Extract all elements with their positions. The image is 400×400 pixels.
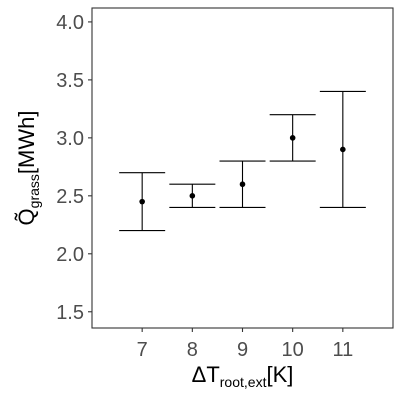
y-tick-label: 3.5 xyxy=(56,70,84,92)
y-tick-label: 1.5 xyxy=(56,302,84,324)
data-point xyxy=(289,135,296,141)
y-tick-label: 3.0 xyxy=(56,128,84,150)
data-point xyxy=(239,181,246,188)
x-tick-label: 8 xyxy=(187,339,198,361)
x-tick-label: 9 xyxy=(237,339,248,361)
x-axis-title-subscript: root,ext xyxy=(220,374,267,390)
x-axis-title-prefix: ΔT xyxy=(192,362,220,387)
x-axis: 7 8 9 10 11 xyxy=(137,328,353,361)
y-axis-title-subscript: grass xyxy=(26,174,42,208)
data-point xyxy=(189,193,196,199)
y-axis-title: Q̃grass[MWh] xyxy=(14,111,42,226)
x-axis-title-suffix: [K] xyxy=(266,362,293,387)
y-tick-label: 2.5 xyxy=(56,186,84,208)
data-point xyxy=(139,198,145,205)
x-tick-label: 11 xyxy=(332,339,353,361)
y-tick-label: 2.0 xyxy=(56,244,84,266)
y-axis-title-suffix: [MWh] xyxy=(14,111,39,175)
y-axis-title-prefix: Q̃ xyxy=(14,208,39,225)
y-axis: 1.5 2.0 2.5 3.0 3.5 4.0 xyxy=(56,12,92,324)
data-point xyxy=(340,146,346,153)
y-tick-label: 4.0 xyxy=(56,12,84,34)
data-points xyxy=(139,135,346,205)
x-tick-label: 10 xyxy=(282,339,304,361)
x-axis-title: ΔTroot,ext[K] xyxy=(192,362,294,390)
x-tick-label: 7 xyxy=(137,339,148,361)
